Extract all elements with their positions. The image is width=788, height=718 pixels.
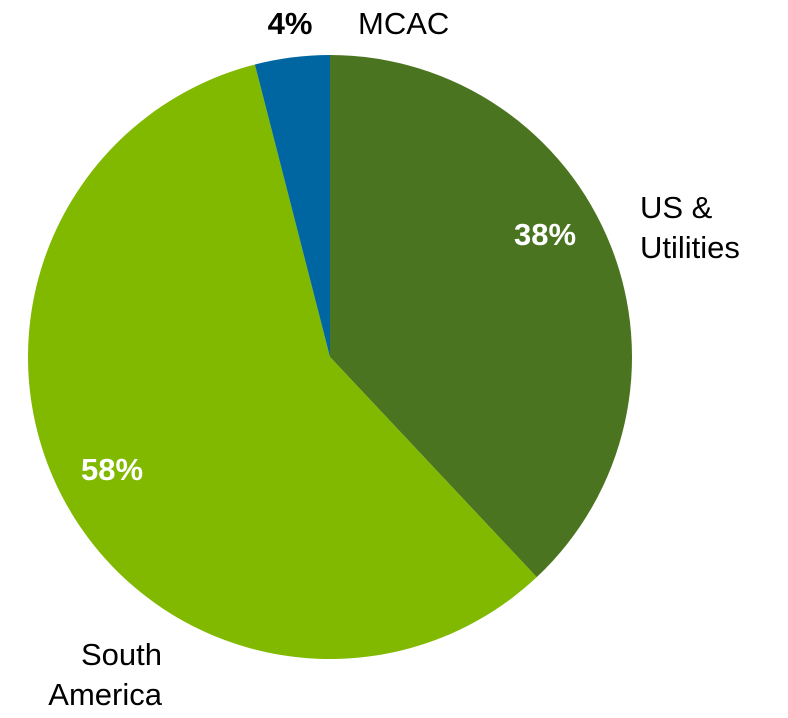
value-label: 38% — [514, 217, 576, 252]
pie-slice — [27, 64, 537, 659]
category-label: US & Utilities — [640, 190, 740, 265]
category-label: MCAC — [358, 6, 450, 41]
category-label: South America — [48, 637, 162, 712]
pie-slice — [330, 55, 632, 578]
pie-slice — [254, 55, 330, 357]
value-label: 58% — [81, 452, 143, 487]
value-label: 4% — [268, 6, 313, 41]
